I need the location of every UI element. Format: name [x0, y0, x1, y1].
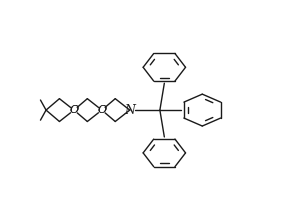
Text: O: O	[97, 105, 106, 115]
Text: O: O	[69, 105, 79, 115]
Text: O: O	[97, 105, 106, 115]
Text: N: N	[124, 104, 135, 117]
Text: O: O	[69, 105, 79, 115]
